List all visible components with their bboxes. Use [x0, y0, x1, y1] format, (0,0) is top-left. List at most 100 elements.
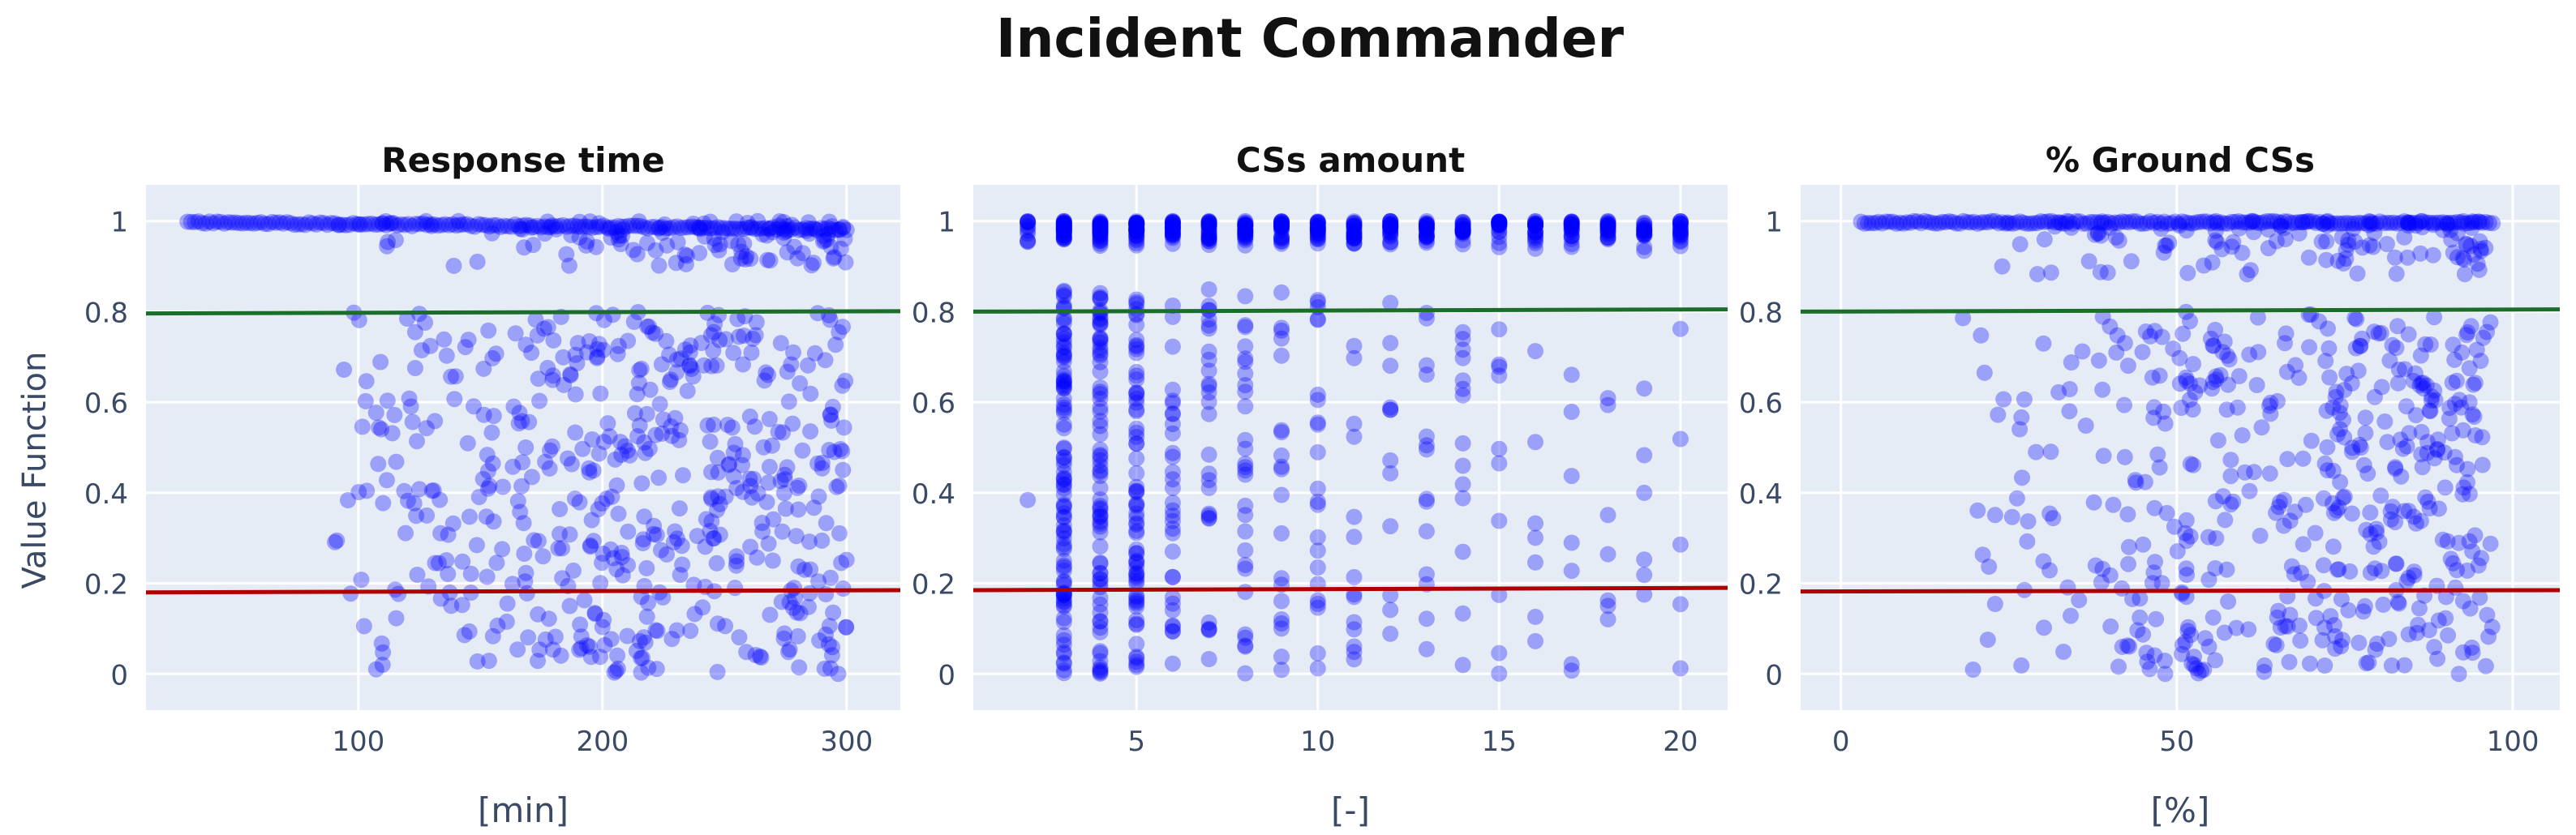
data-point: [1309, 595, 1326, 612]
data-point: [1923, 214, 1940, 231]
data-point: [1237, 230, 1254, 247]
data-point: [1055, 496, 1072, 513]
data-point: [1491, 216, 1508, 233]
data-point: [220, 214, 237, 231]
data-point: [1128, 293, 1145, 310]
data-point: [760, 474, 777, 491]
data-point: [805, 220, 822, 237]
data-point: [1563, 216, 1580, 233]
data-point: [2217, 512, 2234, 529]
data-point: [511, 405, 528, 422]
data-point: [278, 214, 295, 231]
data-point: [2014, 469, 2030, 486]
data-point: [1944, 213, 1961, 230]
data-point: [2071, 592, 2088, 609]
data-point: [397, 216, 413, 233]
data-point: [1454, 221, 1471, 238]
data-point: [2449, 249, 2466, 266]
data-point: [1055, 373, 1072, 390]
data-point: [1128, 616, 1145, 633]
data-point: [836, 230, 853, 247]
data-point: [1128, 215, 1145, 232]
data-point: [2094, 381, 2111, 398]
data-point: [1128, 296, 1145, 312]
data-point: [717, 618, 734, 635]
data-point: [1200, 362, 1217, 379]
data-point: [672, 567, 689, 584]
data-point: [234, 215, 251, 232]
data-point: [639, 220, 656, 237]
data-point: [1092, 508, 1109, 525]
data-point: [2265, 636, 2282, 653]
data-point: [1164, 220, 1181, 237]
data-point: [2301, 655, 2318, 672]
data-point: [699, 417, 716, 434]
data-point: [2219, 215, 2236, 232]
data-point: [503, 218, 520, 235]
data-point: [2325, 462, 2342, 479]
data-point: [2278, 363, 2295, 380]
data-point: [1382, 215, 1399, 232]
data-point: [567, 386, 584, 403]
data-point: [1454, 223, 1471, 240]
data-point: [2314, 632, 2331, 649]
data-point: [691, 245, 708, 262]
data-point: [1563, 227, 1580, 244]
data-point: [2173, 400, 2190, 416]
data-point: [1418, 220, 1435, 237]
data-point: [816, 232, 833, 249]
data-point: [1092, 227, 1109, 244]
data-point: [469, 253, 486, 270]
data-point: [2033, 213, 2050, 229]
data-point: [2472, 240, 2489, 257]
data-point: [2406, 508, 2423, 525]
data-point: [1672, 229, 1689, 246]
data-point: [1128, 516, 1145, 533]
data-point: [2011, 421, 2029, 438]
data-point: [832, 441, 849, 457]
data-point: [1382, 401, 1399, 418]
data-point: [1418, 366, 1435, 383]
data-point: [649, 623, 666, 640]
data-point: [647, 325, 664, 342]
data-point: [484, 455, 501, 472]
data-point: [1128, 222, 1145, 239]
data-point: [2272, 217, 2289, 234]
data-point: [1563, 662, 1580, 679]
data-point: [588, 219, 605, 235]
data-point: [1599, 216, 1616, 233]
data-point: [1128, 653, 1145, 670]
data-point: [619, 627, 636, 644]
data-point: [725, 345, 742, 362]
data-point: [758, 364, 775, 381]
data-point: [2277, 231, 2294, 247]
data-point: [1164, 227, 1181, 243]
data-point: [1128, 615, 1145, 632]
data-point: [1128, 221, 1145, 238]
data-point: [337, 216, 354, 233]
data-point: [371, 216, 388, 233]
data-point: [1273, 212, 1290, 229]
data-point: [760, 535, 777, 552]
data-point: [461, 623, 478, 640]
data-point: [1309, 392, 1326, 409]
data-point: [2183, 655, 2200, 672]
data-point: [781, 594, 798, 610]
data-point: [2074, 343, 2091, 360]
data-point: [2036, 213, 2053, 230]
data-point: [762, 220, 779, 237]
data-point: [770, 423, 787, 440]
data-point: [2454, 486, 2471, 503]
data-point: [1636, 221, 1653, 238]
data-point: [1454, 435, 1471, 452]
data-point: [1128, 217, 1145, 233]
data-point: [629, 217, 645, 234]
data-point: [2429, 431, 2446, 448]
data-point: [2410, 616, 2427, 633]
x-axis-label: [-]: [1331, 790, 1370, 830]
data-point: [2424, 388, 2441, 405]
data-point: [1055, 636, 1072, 653]
data-point: [1055, 230, 1072, 247]
data-point: [560, 257, 577, 274]
data-point: [2327, 640, 2343, 657]
